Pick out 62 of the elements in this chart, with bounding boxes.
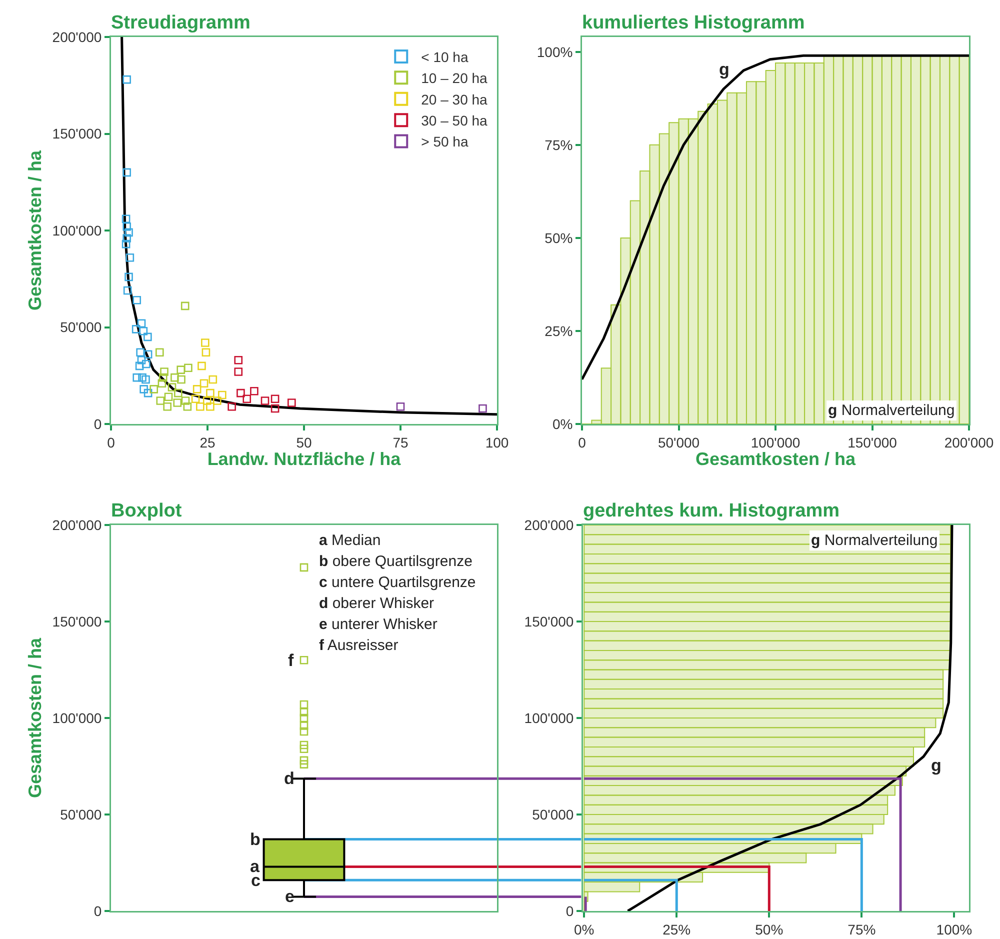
y-tick-label: 50'000	[60, 319, 102, 336]
annotation: e unterer Whisker	[319, 616, 438, 633]
y-tick-label: 100'000	[524, 710, 574, 726]
text: e	[285, 887, 294, 906]
y-tick-label: 100'000	[52, 222, 102, 238]
annotation: g Normalverteilung	[828, 402, 955, 419]
x-tick-label: 50	[296, 434, 312, 450]
y-axis-title: Gesamtkosten / ha	[24, 149, 45, 311]
text: Boxplot	[111, 500, 182, 522]
annotation: a Median	[319, 532, 381, 549]
y-tick-label: 150'000	[52, 126, 102, 142]
y-tick-label: 25%	[544, 322, 573, 339]
y-tick-label: 50%	[544, 230, 573, 246]
x-tick-label: 75	[392, 434, 408, 450]
chart-title: Streudiagramm	[111, 12, 250, 34]
x-tick-label: 100%	[936, 921, 972, 938]
y-tick-label: 150'000	[52, 613, 102, 630]
legend-label: < 10 ha	[421, 48, 468, 65]
chart-title: kumuliertes Histogramm	[582, 12, 805, 34]
x-tick-label: 0	[107, 434, 116, 450]
annotation: f Ausreisser	[319, 637, 398, 654]
annotation: g	[719, 60, 730, 79]
x-axis-title: Landw. Nutzfläche / ha	[207, 449, 402, 469]
x-tick-label: 75%	[848, 921, 876, 938]
y-tick-label: 200'000	[52, 516, 102, 533]
x-tick-label: 150'000	[848, 434, 898, 450]
text: f	[288, 651, 294, 670]
annotation: b obere Quartilsgrenze	[319, 553, 472, 570]
y-tick-label: 100'000	[52, 710, 102, 726]
legend-label: 30 – 50 ha	[421, 112, 488, 129]
x-tick-label: 25	[200, 434, 216, 450]
legend-label: > 50 ha	[421, 134, 468, 150]
annotation: g	[931, 756, 942, 775]
text: b	[250, 830, 260, 849]
x-tick-label: 200'000	[944, 434, 994, 450]
y-tick-label: 0	[566, 902, 574, 919]
y-tick-label: 200'000	[52, 28, 102, 45]
x-tick-label: 0	[578, 434, 586, 450]
annotation: g Normalverteilung	[811, 532, 938, 549]
y-tick-label: 0	[94, 902, 102, 919]
y-tick-label: 200'000	[524, 516, 574, 533]
y-tick-label: 150'000	[524, 613, 574, 630]
y-tick-label: 50'000	[532, 806, 574, 822]
annotation: c untere Quartilsgrenze	[319, 574, 476, 591]
legend-label: 10 – 20 ha	[421, 70, 488, 86]
x-axis-title: Gesamtkosten / ha	[695, 449, 857, 469]
x-tick-label: 50%	[755, 921, 784, 938]
x-tick-label: 25%	[662, 921, 691, 938]
text: d	[284, 769, 294, 788]
y-tick-label: 0	[94, 416, 102, 432]
x-tick-label: 100'000	[750, 434, 800, 450]
y-tick-label: 50'000	[60, 806, 102, 822]
x-tick-label: 50'000	[658, 434, 700, 450]
legend-label: 20 – 30 ha	[421, 91, 488, 108]
chart-title: gedrehtes kum. Histogramm	[583, 500, 840, 522]
y-axis-title: Gesamtkosten / ha	[24, 636, 45, 798]
y-tick-label: 75%	[544, 136, 573, 153]
x-tick-label: 100	[485, 434, 509, 450]
annotation: d oberer Whisker	[319, 595, 434, 612]
x-tick-label: 0%	[574, 921, 594, 938]
y-tick-label: 0%	[552, 416, 573, 432]
y-tick-label: 100%	[536, 44, 573, 60]
